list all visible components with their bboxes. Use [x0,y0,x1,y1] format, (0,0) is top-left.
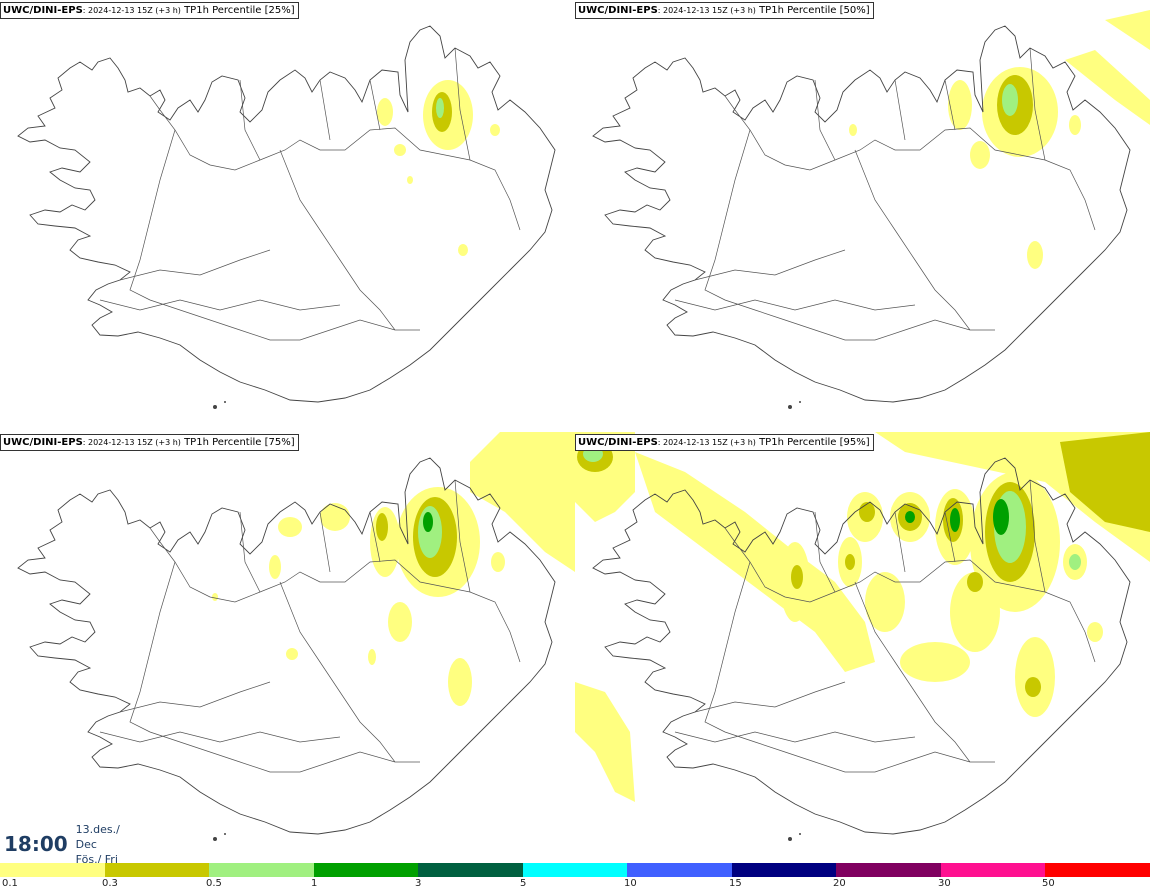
coastline [592,25,1131,410]
valid-date-line1: 13.des./ Dec [75,822,120,851]
colorbar-segment [313,863,419,877]
colorbar-tick-label: 15 [729,878,742,889]
variable-label: TP1h Percentile [50%] [755,5,870,16]
colorbar-tick-label: 30 [938,878,951,889]
panel-title: UWC/DINI-EPS: 2024-12-13 15Z (+3 h) TP1h… [575,2,874,19]
colorbar [0,863,1150,877]
run-info: : 2024-12-13 15Z (+3 h) [82,6,181,15]
precip-map-p75 [17,432,575,842]
colorbar-segment [209,863,314,877]
colorbar-labels: 0.1 0.3 0.5 1 3 5 10 15 20 30 50 [0,877,1150,891]
colorbar-segment [1045,863,1150,877]
colorbar-tick-label: 0.5 [206,878,222,889]
variable-label: TP1h Percentile [75%] [180,437,295,448]
precip-field [575,432,1150,802]
precip-field [212,432,575,706]
colorbar-segment [627,863,732,877]
coastline [17,25,556,410]
colorbar-segment [522,863,628,877]
model-source: UWC/DINI-EPS [3,5,83,16]
colorbar-tick-label: 10 [624,878,637,889]
colorbar-segment [940,863,1046,877]
colorbar-segment [731,863,837,877]
colorbar-tick-label: 0.3 [102,878,118,889]
precip-map-p95 [575,432,1150,842]
colorbar-tick-label: 3 [415,878,422,889]
colorbar-tick-label: 5 [520,878,527,889]
colorbar-segment [836,863,941,877]
colorbar-tick-label: 0.1 [2,878,18,889]
colorbar-tick-label: 50 [1042,878,1055,889]
map-panel-p75: UWC/DINI-EPS: 2024-12-13 15Z (+3 h) TP1h… [0,432,575,864]
precip-field [849,10,1150,269]
model-source: UWC/DINI-EPS [578,437,658,448]
valid-time: 18:00 [4,832,68,856]
valid-date-line2: Fös./ Fri [75,852,118,866]
colorbar-segment [0,863,105,877]
variable-label: TP1h Percentile [25%] [180,5,295,16]
model-source: UWC/DINI-EPS [578,5,658,16]
valid-time-box: 18:00 13.des./ Dec Fös./ Fri [0,823,142,866]
precip-field [377,80,500,256]
map-panel-p95: UWC/DINI-EPS: 2024-12-13 15Z (+3 h) TP1h… [575,432,1150,864]
valid-date: 13.des./ Dec Fös./ Fri [76,822,142,867]
colorbar-segment [104,863,210,877]
variable-label: TP1h Percentile [95%] [755,437,870,448]
colorbar-segment [418,863,523,877]
precip-map-p25 [17,25,556,410]
panel-title: UWC/DINI-EPS: 2024-12-13 15Z (+3 h) TP1h… [0,2,299,19]
run-info: : 2024-12-13 15Z (+3 h) [657,6,756,15]
map-panel-p25: UWC/DINI-EPS: 2024-12-13 15Z (+3 h) TP1h… [0,0,575,432]
run-info: : 2024-12-13 15Z (+3 h) [82,438,181,447]
colorbar-tick-label: 1 [311,878,318,889]
panel-title: UWC/DINI-EPS: 2024-12-13 15Z (+3 h) TP1h… [0,434,299,451]
run-info: : 2024-12-13 15Z (+3 h) [657,438,756,447]
model-source: UWC/DINI-EPS [3,437,83,448]
precip-map-p50 [592,10,1150,410]
panel-title: UWC/DINI-EPS: 2024-12-13 15Z (+3 h) TP1h… [575,434,874,451]
map-panel-p50: UWC/DINI-EPS: 2024-12-13 15Z (+3 h) TP1h… [575,0,1150,432]
colorbar-tick-label: 20 [833,878,846,889]
